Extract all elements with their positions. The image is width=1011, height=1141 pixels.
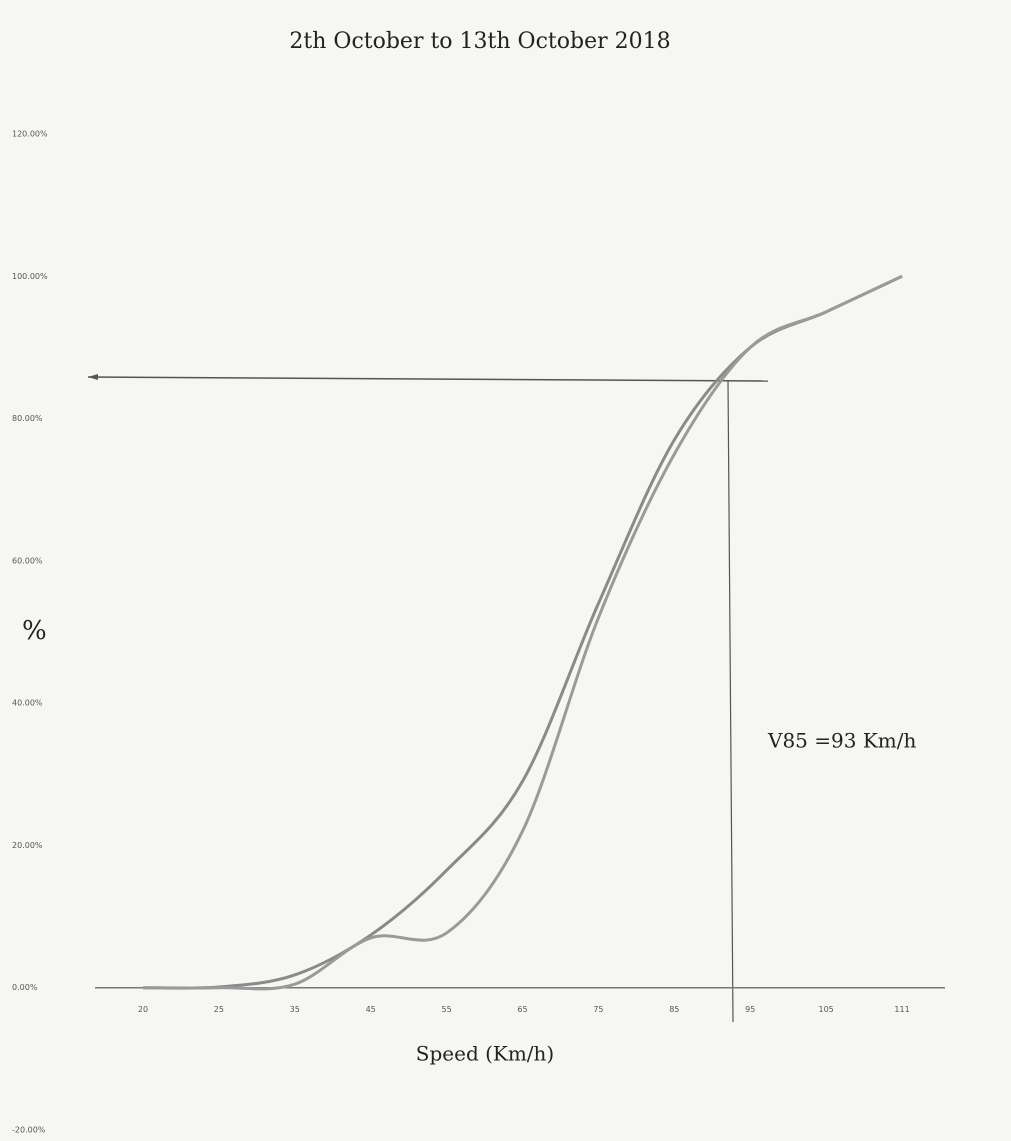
y-tick-label: 0.00% xyxy=(12,983,38,992)
y-tick-label: 100.00% xyxy=(12,272,48,281)
y-tick-label: -20.00% xyxy=(12,1126,46,1135)
chart-title: 2th October to 13th October 2018 xyxy=(289,29,670,54)
x-tick-label: 85 xyxy=(669,1005,679,1014)
y-axis-label: % xyxy=(22,616,47,646)
x-tick-label: 75 xyxy=(593,1005,603,1014)
v85-horizontal-line xyxy=(88,377,768,381)
chart: 2th October to 13th October 2018 % Speed… xyxy=(0,0,1011,1141)
x-tick-label: 20 xyxy=(138,1005,148,1014)
x-tick-label: 65 xyxy=(517,1005,527,1014)
v85-vertical-line xyxy=(728,380,733,1022)
x-axis-label: Speed (Km/h) xyxy=(416,1042,554,1066)
annotation: V85 =93 Km/h xyxy=(767,729,916,753)
arrow-head xyxy=(88,374,98,380)
y-tick-label: 60.00% xyxy=(12,556,43,565)
x-tick-label: 25 xyxy=(214,1005,224,1014)
y-tick-label: 20.00% xyxy=(12,841,43,850)
x-tick-label: 55 xyxy=(441,1005,451,1014)
x-tick-label: 105 xyxy=(818,1005,833,1014)
x-tick-label: 35 xyxy=(290,1005,300,1014)
data-line xyxy=(143,276,902,988)
data-line xyxy=(143,276,902,989)
x-tick-label: 45 xyxy=(366,1005,376,1014)
x-tick-label: 95 xyxy=(745,1005,755,1014)
x-tick-label: 111 xyxy=(894,1005,909,1014)
y-tick-label: 120.00% xyxy=(12,130,48,139)
y-tick-label: 80.00% xyxy=(12,414,43,423)
page: {"chart_data": {"type": "line", "title":… xyxy=(0,0,1011,1141)
y-tick-label: 40.00% xyxy=(12,699,43,708)
